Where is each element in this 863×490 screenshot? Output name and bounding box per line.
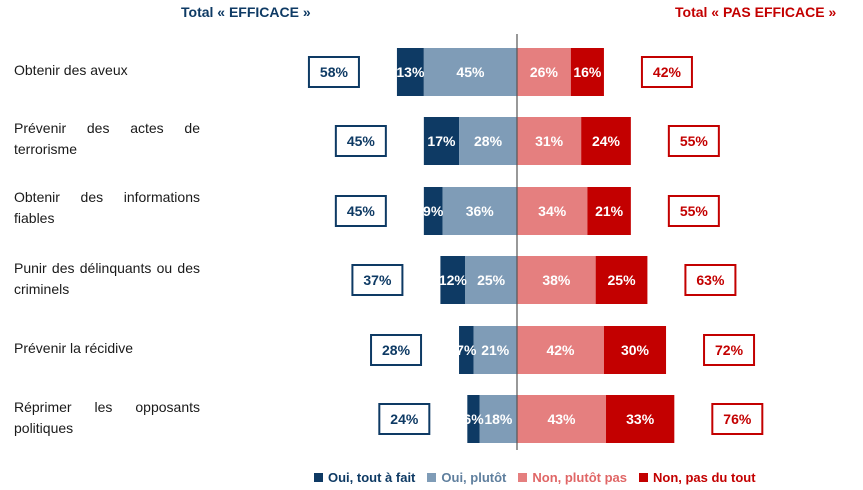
- bar-segment: [440, 256, 466, 304]
- total-effective-value: 37%: [363, 272, 392, 288]
- bar-segment: [423, 187, 443, 235]
- data-label: 25%: [608, 272, 637, 288]
- legend-item: Non, pas du tout: [638, 470, 756, 485]
- data-label: 21%: [481, 342, 510, 358]
- category-label: Obtenir des aveux: [14, 62, 128, 78]
- legend-label: Non, pas du tout: [652, 470, 756, 485]
- data-label: 36%: [466, 203, 495, 219]
- total-not-effective-box: [711, 403, 764, 435]
- data-label: 28%: [474, 133, 503, 149]
- bar-segment: [517, 395, 607, 443]
- legend-item: Oui, plutôt: [427, 470, 506, 485]
- total-not-effective-value: 55%: [680, 203, 709, 219]
- total-not-effective-value: 63%: [696, 272, 725, 288]
- data-label: 38%: [542, 272, 571, 288]
- bar-segment: [517, 256, 596, 304]
- total-effective-value: 58%: [320, 64, 349, 80]
- legend-item: Non, plutôt pas: [518, 470, 627, 485]
- total-effective-value: 24%: [390, 411, 419, 427]
- data-label: 26%: [530, 64, 559, 80]
- legend-label: Non, plutôt pas: [532, 470, 627, 485]
- data-label: 33%: [626, 411, 655, 427]
- total-not-effective-header: Total « PAS EFFICACE »: [675, 4, 837, 20]
- data-label: 30%: [621, 342, 650, 358]
- total-not-effective-box: [703, 334, 756, 366]
- legend-item: Oui, tout à fait: [314, 470, 415, 485]
- data-label: 31%: [535, 133, 564, 149]
- total-effective-box: [378, 403, 431, 435]
- bar-segment: [517, 187, 588, 235]
- data-label: 45%: [456, 64, 485, 80]
- data-label: 6%: [463, 411, 484, 427]
- legend-swatch: [638, 473, 648, 482]
- bar-segment: [517, 326, 604, 374]
- legend-swatch: [427, 473, 437, 482]
- data-label: 12%: [439, 272, 468, 288]
- total-not-effective-box: [640, 56, 693, 88]
- total-effective-box: [334, 125, 387, 157]
- bar-segment: [423, 48, 517, 96]
- bar-segment: [517, 117, 582, 165]
- data-label: 18%: [484, 411, 513, 427]
- legend-swatch: [314, 473, 323, 482]
- total-effective-box: [307, 56, 360, 88]
- bar-segment: [595, 256, 648, 304]
- total-effective-box: [351, 264, 404, 296]
- bar-segment: [570, 48, 604, 96]
- bar-segment: [603, 326, 667, 374]
- total-not-effective-value: 76%: [723, 411, 752, 427]
- total-not-effective-value: 42%: [653, 64, 682, 80]
- chart-legend: Oui, tout à fait Oui, plutôt Non, plutôt…: [314, 470, 756, 485]
- category-label: Obtenir des informations fiables: [14, 189, 200, 226]
- category-label: Réprimer les opposants politiques: [14, 399, 200, 436]
- total-not-effective-box: [667, 125, 720, 157]
- data-label: 25%: [477, 272, 506, 288]
- data-label: 24%: [592, 133, 621, 149]
- total-not-effective-box: [667, 195, 720, 227]
- bar-segment: [465, 256, 517, 304]
- total-effective-value: 28%: [382, 342, 411, 358]
- total-effective-box: [370, 334, 423, 366]
- bar-segment: [459, 326, 474, 374]
- total-effective-value: 45%: [347, 133, 376, 149]
- bar-segment: [581, 117, 631, 165]
- bar-segment: [606, 395, 675, 443]
- data-label: 16%: [573, 64, 602, 80]
- legend-label: Oui, tout à fait: [328, 470, 416, 485]
- bar-segment: [479, 395, 517, 443]
- bar-segment: [587, 187, 631, 235]
- total-not-effective-value: 72%: [715, 342, 744, 358]
- data-label: 43%: [547, 411, 576, 427]
- total-not-effective-box: [684, 264, 737, 296]
- bar-segment: [423, 117, 460, 165]
- data-label: 17%: [427, 133, 456, 149]
- bar-segment: [517, 48, 571, 96]
- bar-segment: [396, 48, 424, 96]
- total-effective-value: 45%: [347, 203, 376, 219]
- legend-label: Oui, plutôt: [441, 470, 507, 485]
- legend-swatch: [518, 473, 528, 482]
- category-label: Punir des délinquants ou des criminels: [14, 260, 200, 297]
- data-label: 13%: [396, 64, 425, 80]
- bar-segment: [442, 187, 517, 235]
- data-label: 9%: [423, 203, 444, 219]
- category-label: Prévenir des actes de terrorisme: [14, 120, 200, 157]
- data-label: 34%: [538, 203, 567, 219]
- data-label: 42%: [546, 342, 575, 358]
- bar-segment: [459, 117, 517, 165]
- bar-segment: [467, 395, 480, 443]
- total-effective-box: [334, 195, 387, 227]
- data-label: 7%: [456, 342, 477, 358]
- total-effective-header: Total « EFFICACE »: [181, 4, 311, 20]
- total-not-effective-value: 55%: [680, 133, 709, 149]
- category-label: Prévenir la récidive: [14, 340, 134, 356]
- bar-segment: [473, 326, 517, 374]
- data-label: 21%: [595, 203, 624, 219]
